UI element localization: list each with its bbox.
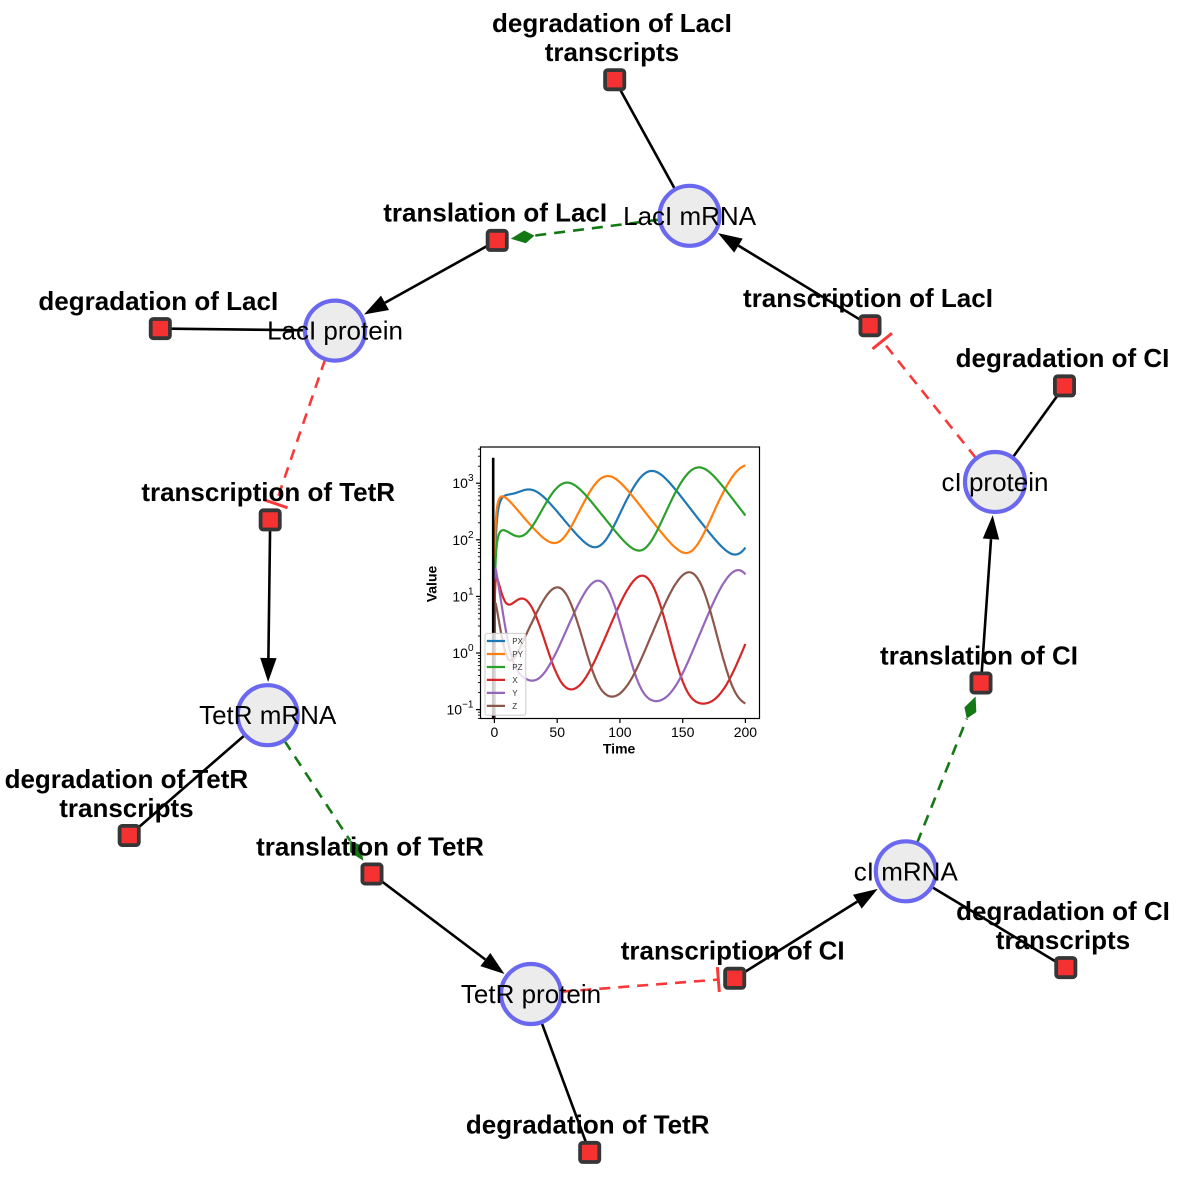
svg-text:degradation of LacI: degradation of LacI — [492, 8, 732, 38]
svg-text:transcription of LacI: transcription of LacI — [743, 283, 993, 313]
svg-text:degradation of CI: degradation of CI — [956, 343, 1170, 373]
svg-text:degradation of TetR: degradation of TetR — [5, 764, 249, 794]
svg-text:degradation of TetR: degradation of TetR — [466, 1110, 710, 1140]
svg-text:LacI protein: LacI protein — [267, 316, 403, 346]
svg-text:degradation of LacI: degradation of LacI — [38, 286, 278, 316]
svg-text:transcripts: transcripts — [996, 925, 1130, 955]
svg-text:Y: Y — [512, 689, 518, 698]
svg-text:X: X — [512, 676, 518, 685]
svg-text:PX: PX — [512, 637, 523, 646]
svg-text:PY: PY — [512, 650, 523, 659]
svg-text:cI mRNA: cI mRNA — [854, 856, 959, 886]
svg-text:Z: Z — [512, 702, 517, 711]
svg-text:Value: Value — [424, 566, 440, 603]
svg-text:degradation of CI: degradation of CI — [956, 896, 1170, 926]
svg-text:translation of CI: translation of CI — [880, 640, 1078, 670]
svg-text:transcription of CI: transcription of CI — [621, 936, 845, 966]
svg-text:PZ: PZ — [512, 663, 522, 672]
svg-text:150: 150 — [671, 724, 695, 740]
svg-text:200: 200 — [734, 724, 758, 740]
svg-text:LacI mRNA: LacI mRNA — [623, 201, 757, 231]
svg-text:TetR protein: TetR protein — [461, 979, 601, 1009]
svg-text:translation of TetR: translation of TetR — [256, 831, 484, 861]
svg-text:transcription of TetR: transcription of TetR — [141, 477, 395, 507]
svg-text:TetR mRNA: TetR mRNA — [199, 700, 337, 730]
svg-text:cI protein: cI protein — [942, 467, 1049, 497]
svg-text:50: 50 — [549, 724, 565, 740]
svg-text:100: 100 — [608, 724, 632, 740]
svg-text:translation of LacI: translation of LacI — [383, 198, 607, 228]
svg-text:transcripts: transcripts — [59, 793, 193, 823]
svg-text:transcripts: transcripts — [545, 37, 679, 67]
svg-text:Time: Time — [603, 741, 636, 757]
svg-text:0: 0 — [491, 724, 499, 740]
